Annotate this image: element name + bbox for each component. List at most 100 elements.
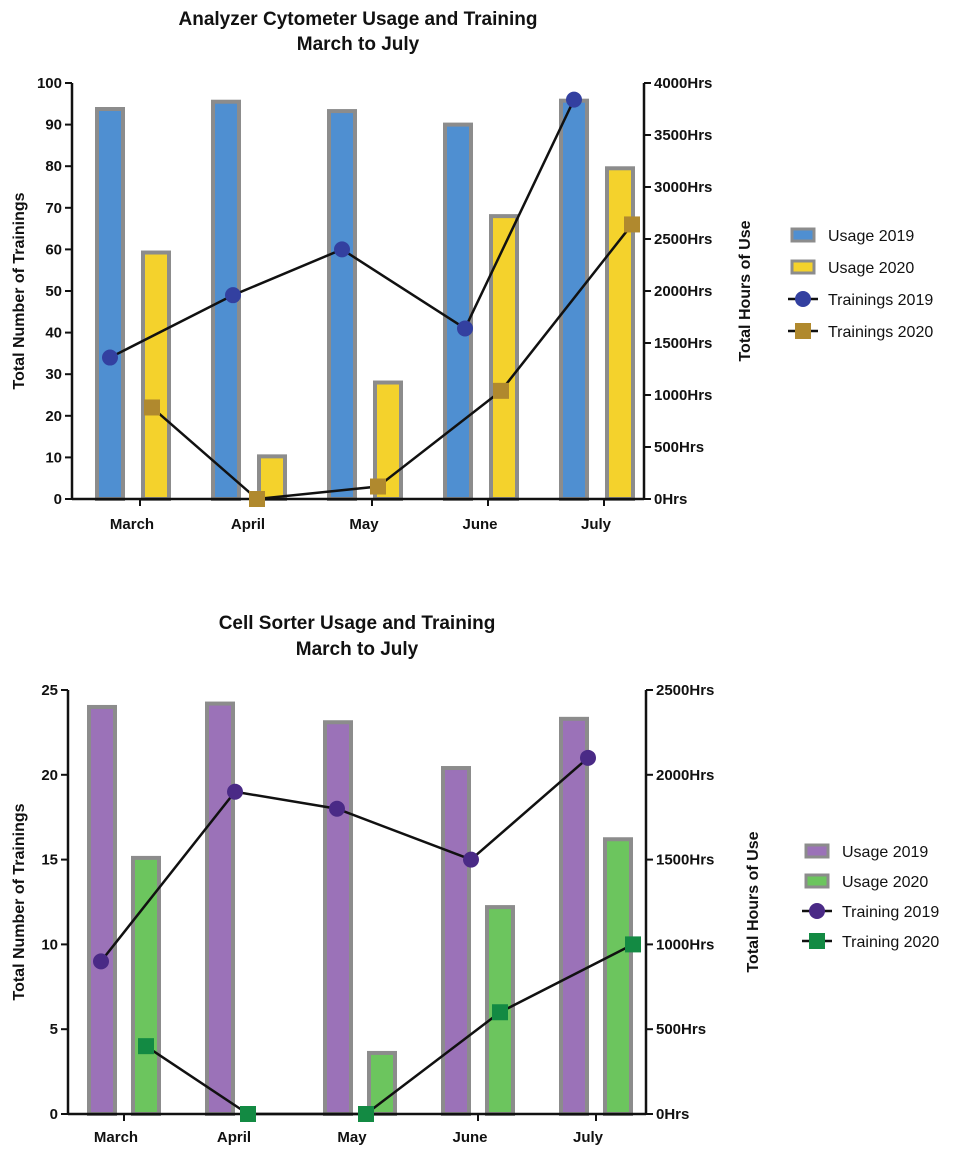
point-trainings-2020-april — [249, 491, 265, 507]
point-trainings-2019-june — [457, 320, 473, 337]
point-training-2019-march — [93, 953, 109, 970]
left-tick-label: 50 — [45, 283, 62, 300]
point-training-2020-march — [138, 1038, 154, 1055]
right-tick-label: 1000Hrs — [654, 387, 712, 404]
point-trainings-2020-june — [493, 382, 509, 399]
x-tick-label-april: April — [217, 1129, 251, 1146]
left-tick-label: 100 — [37, 75, 62, 92]
bar-usage-2020-may — [367, 1050, 397, 1116]
bar-usage-2020-march — [131, 855, 161, 1116]
left-tick-label: 20 — [45, 408, 62, 425]
point-trainings-2019-july — [566, 91, 582, 108]
x-tick-label-july: July — [581, 516, 612, 533]
left-tick-label: 80 — [45, 158, 62, 175]
legend-swatch — [804, 843, 830, 859]
point-trainings-2020-july — [624, 216, 640, 233]
right-tick-label: 2500Hrs — [654, 231, 712, 248]
left-axis-title: Total Number of Trainings — [11, 192, 28, 389]
left-tick-label: 20 — [41, 767, 58, 784]
legend-label: Usage 2020 — [842, 874, 928, 891]
bar-usage-2019-june — [441, 766, 471, 1116]
bar-usage-2020-june — [489, 214, 519, 501]
x-tick-label-may: May — [349, 516, 379, 533]
chart-subtitle: March to July — [297, 34, 420, 55]
point-trainings-2019-march — [102, 349, 118, 366]
legend-swatch — [790, 259, 816, 275]
x-tick-label-july: July — [573, 1129, 604, 1146]
right-tick-label: 3500Hrs — [654, 127, 712, 144]
legend-label: Training 2019 — [842, 904, 939, 921]
left-tick-label: 10 — [45, 449, 62, 466]
left-tick-label: 90 — [45, 117, 62, 134]
left-tick-label: 70 — [45, 200, 62, 217]
right-tick-label: 0Hrs — [656, 1106, 689, 1123]
chart-2: Cell Sorter Usage and Training March to J… — [11, 613, 939, 1146]
x-tick-label-march: March — [110, 516, 154, 533]
bar-usage-2020-july — [603, 837, 633, 1116]
x-tick-label-june: June — [462, 516, 497, 533]
x-tick-label-march: March — [94, 1129, 138, 1146]
legend-marker — [795, 323, 811, 339]
right-tick-label: 1500Hrs — [656, 852, 714, 869]
left-tick-label: 30 — [45, 366, 62, 383]
x-tick-label-april: April — [231, 516, 265, 533]
legend-label: Usage 2020 — [828, 260, 914, 277]
right-tick-label: 2000Hrs — [654, 283, 712, 300]
point-training-2019-june — [463, 851, 479, 868]
point-trainings-2019-april — [225, 287, 241, 304]
right-tick-label: 500Hrs — [656, 1021, 706, 1038]
point-training-2020-april — [240, 1106, 256, 1122]
left-tick-label: 0 — [54, 491, 62, 508]
point-trainings-2020-march — [144, 399, 160, 416]
right-tick-label: 3000Hrs — [654, 179, 712, 196]
legend-label: Training 2020 — [842, 934, 939, 951]
point-training-2019-april — [227, 783, 243, 800]
bar-usage-2019-may — [323, 720, 353, 1116]
legend-swatch — [804, 873, 830, 889]
point-trainings-2019-may — [334, 241, 350, 258]
x-tick-label-june: June — [452, 1129, 487, 1146]
left-tick-label: 10 — [41, 936, 58, 953]
legend-label: Trainings 2019 — [828, 292, 933, 309]
left-tick-label: 60 — [45, 241, 62, 258]
point-trainings-2020-may — [370, 478, 386, 495]
chart-title: Cell Sorter Usage and Training — [219, 613, 496, 634]
chart-title: Analyzer Cytometer Usage and Training — [179, 9, 538, 30]
left-tick-label: 25 — [41, 682, 58, 699]
right-axis-title: Total Hours of Use — [745, 831, 762, 972]
point-training-2019-may — [329, 800, 345, 817]
left-tick-label: 5 — [50, 1021, 58, 1038]
bar-usage-2019-june — [443, 122, 473, 501]
left-tick-label: 40 — [45, 325, 62, 342]
bar-usage-2019-march — [87, 704, 117, 1117]
bar-usage-2019-july — [559, 716, 589, 1116]
right-tick-label: 1500Hrs — [654, 335, 712, 352]
right-tick-label: 500Hrs — [654, 439, 704, 456]
legend: Usage 2019 Usage 2020 Trainings 2019 Traini… — [788, 227, 933, 341]
legend-swatch — [790, 227, 816, 243]
chart-subtitle: March to July — [296, 639, 419, 660]
right-axis-title: Total Hours of Use — [737, 220, 754, 361]
legend-marker — [809, 903, 825, 919]
legend-label: Trainings 2020 — [828, 324, 933, 341]
x-tick-label-may: May — [337, 1129, 367, 1146]
legend-marker — [795, 291, 811, 307]
legend-label: Usage 2019 — [842, 844, 928, 861]
bar-usage-2019-may — [327, 109, 357, 502]
bar-usage-2020-march — [141, 250, 171, 501]
legend-label: Usage 2019 — [828, 228, 914, 245]
chart-1: Analyzer Cytometer Usage and Training Mar… — [11, 9, 933, 533]
bar-usage-2019-april — [205, 701, 235, 1116]
left-axis-title: Total Number of Trainings — [11, 803, 28, 1000]
right-tick-label: 2000Hrs — [656, 767, 714, 784]
left-tick-label: 15 — [41, 852, 58, 869]
bar-usage-2019-march — [95, 107, 125, 501]
point-training-2020-may — [358, 1106, 374, 1122]
right-tick-label: 0Hrs — [654, 491, 687, 508]
point-training-2019-july — [580, 749, 596, 766]
right-tick-label: 4000Hrs — [654, 75, 712, 92]
right-tick-label: 2500Hrs — [656, 682, 714, 699]
left-tick-label: 0 — [50, 1106, 58, 1123]
